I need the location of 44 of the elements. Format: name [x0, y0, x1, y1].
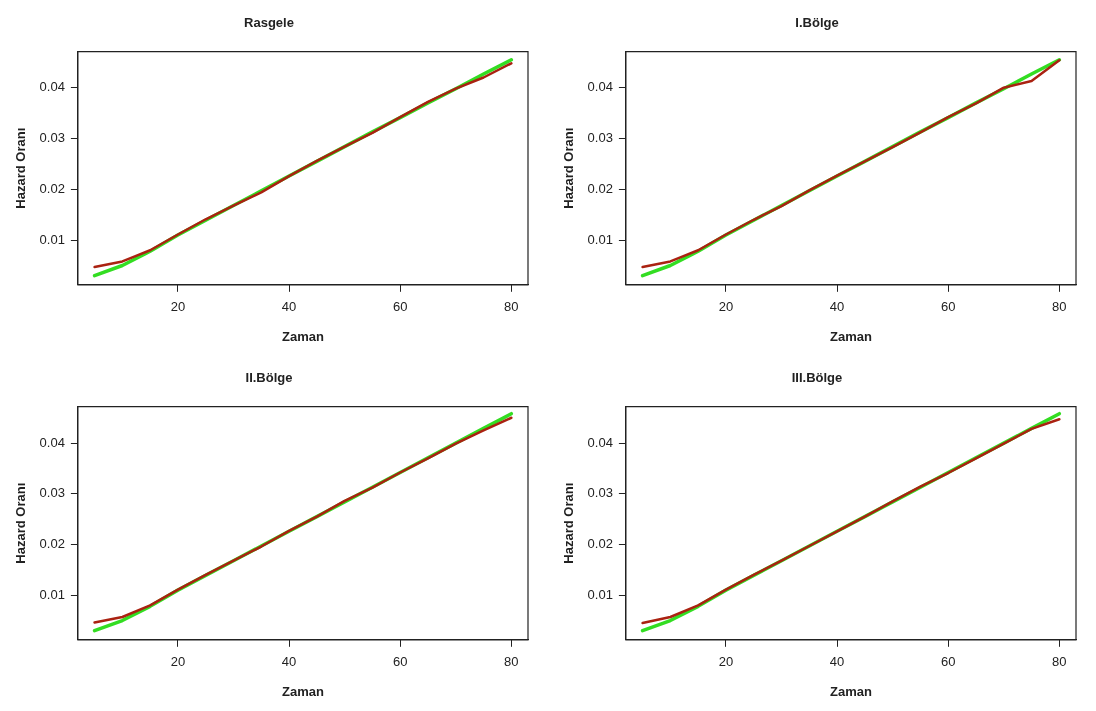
y-tick-label: 0.04: [587, 79, 613, 95]
y-tick-label: 0.02: [587, 536, 613, 552]
x-tick-label: 60: [940, 299, 956, 315]
y-tick-label: 0.01: [39, 231, 65, 247]
y-axis-title: Hazard Oranı: [561, 482, 577, 564]
x-tick-label: 80: [1052, 654, 1067, 670]
x-tick-label: 40: [829, 299, 845, 315]
y-axis-title: Hazard Oranı: [561, 127, 577, 209]
x-tick-label: 80: [504, 654, 519, 670]
y-tick-label: 0.01: [39, 586, 65, 602]
chart-title: Rasgele: [244, 15, 294, 31]
x-axis-title: Zaman: [282, 683, 324, 699]
x-axis-title: Zaman: [282, 328, 324, 344]
chart-title: II.Bölge: [245, 370, 293, 386]
x-tick-label: 20: [718, 299, 734, 315]
y-axis-title: Hazard Oranı: [13, 127, 29, 209]
y-tick-label: 0.04: [587, 434, 613, 450]
y-tick-label: 0.03: [39, 130, 65, 146]
y-tick-label: 0.03: [39, 485, 65, 501]
y-tick-label: 0.02: [39, 180, 65, 196]
x-tick-label: 80: [504, 299, 519, 315]
x-tick-label: 80: [1052, 299, 1067, 315]
y-tick-label: 0.03: [587, 130, 613, 146]
x-tick-label: 20: [170, 299, 186, 315]
x-tick-label: 40: [829, 654, 845, 670]
x-tick-label: 20: [170, 654, 186, 670]
y-tick-label: 0.02: [587, 180, 613, 196]
y-axis-title: Hazard Oranı: [13, 482, 29, 564]
x-tick-label: 60: [392, 299, 408, 315]
y-tick-label: 0.01: [587, 231, 613, 247]
x-axis-title: Zaman: [830, 328, 872, 344]
y-tick-label: 0.04: [39, 79, 65, 95]
x-tick-label: 40: [281, 654, 297, 670]
x-tick-label: 40: [281, 299, 297, 315]
chart-title: III.Bölge: [791, 370, 843, 386]
y-tick-label: 0.02: [39, 536, 65, 552]
chart-title: I.Bölge: [795, 15, 839, 31]
y-tick-label: 0.04: [39, 434, 65, 450]
x-tick-label: 60: [392, 654, 408, 670]
x-tick-label: 60: [940, 654, 956, 670]
x-tick-label: 20: [718, 654, 734, 670]
y-tick-label: 0.01: [587, 586, 613, 602]
x-axis-title: Zaman: [830, 683, 872, 699]
y-tick-label: 0.03: [587, 485, 613, 501]
